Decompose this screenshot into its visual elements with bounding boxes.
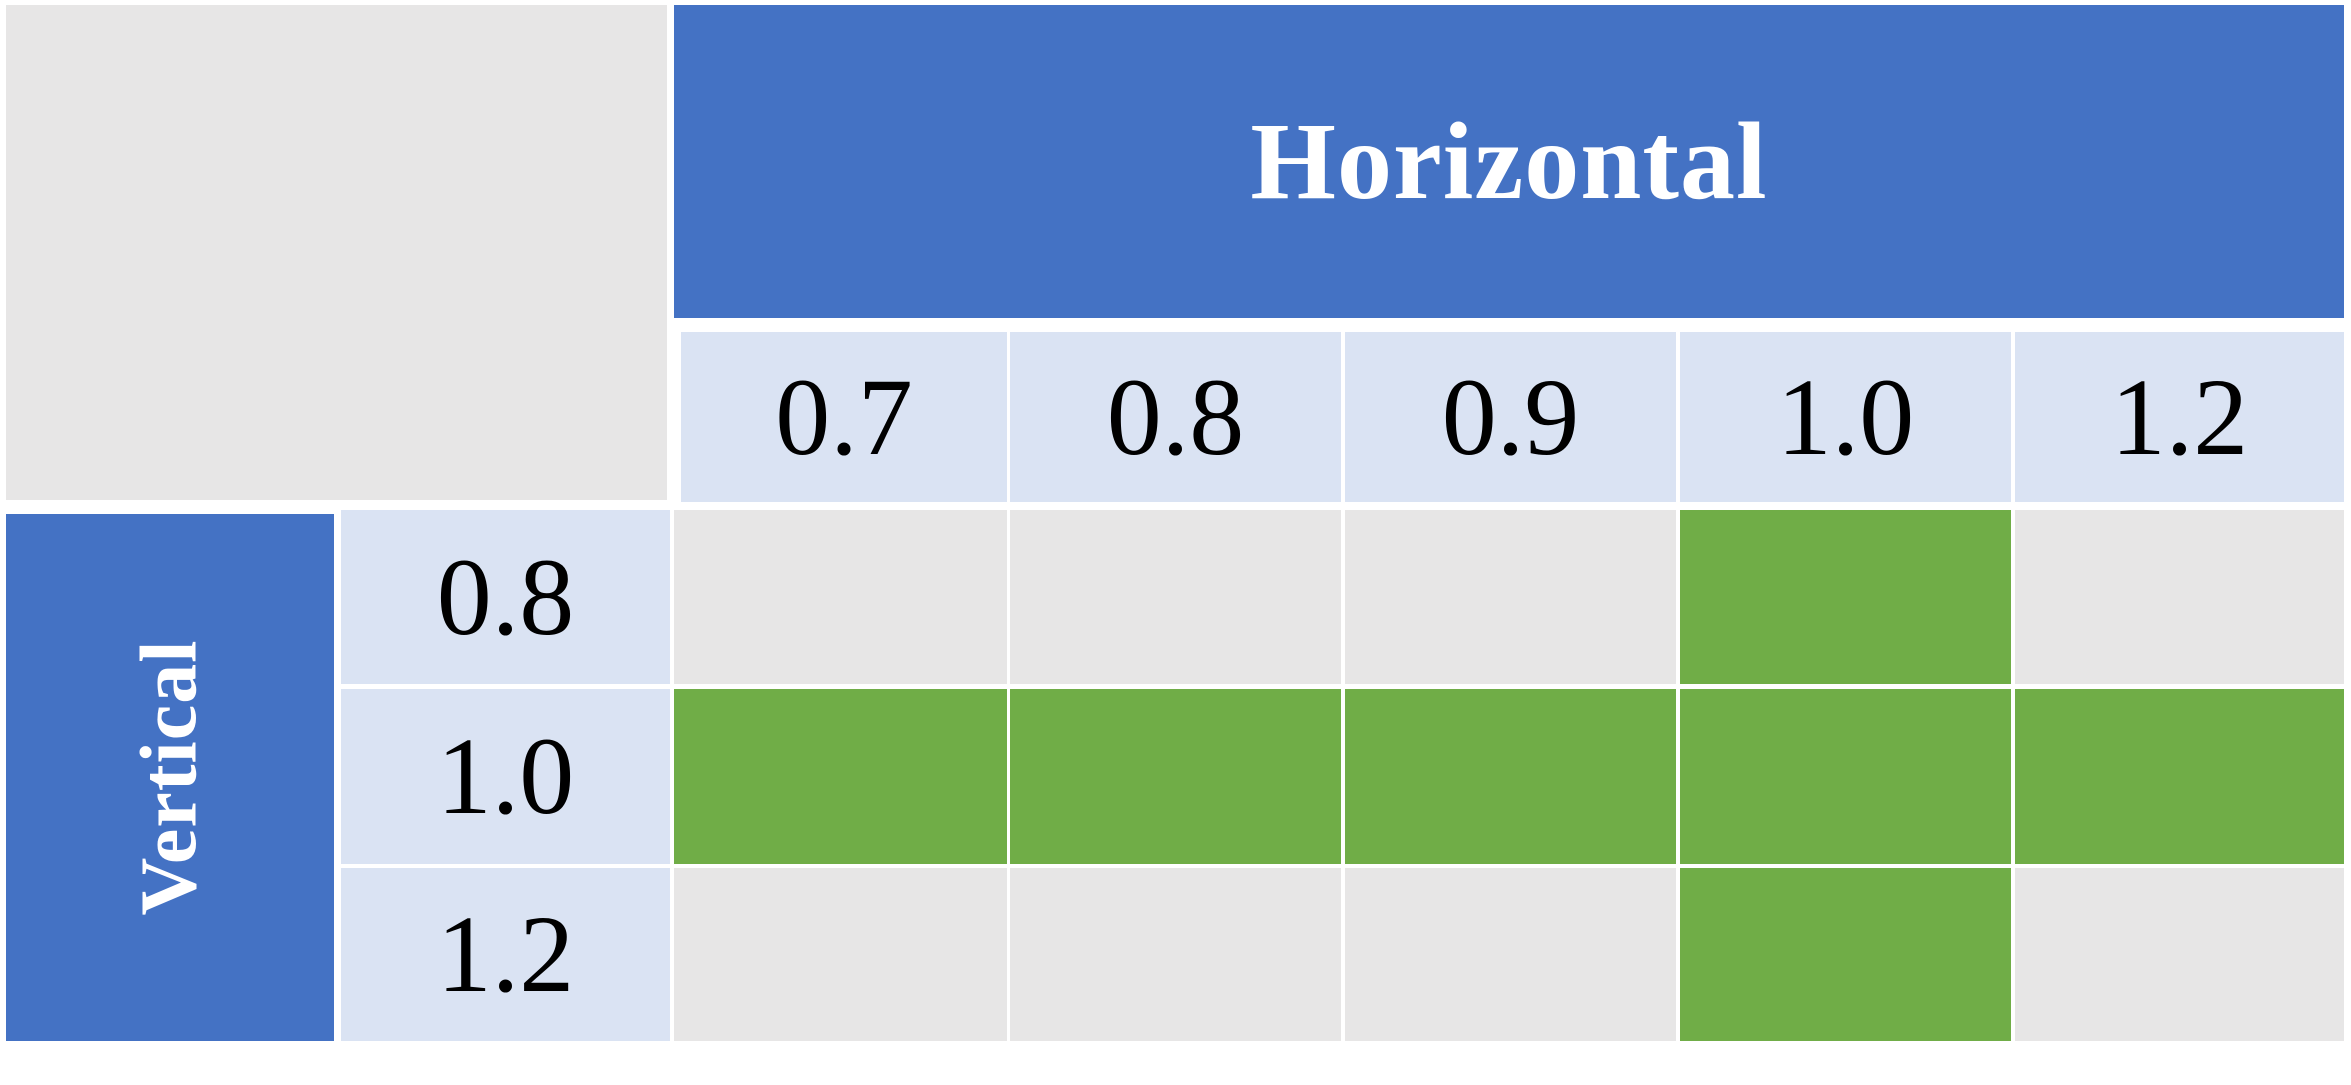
column-header: 0.9 — [1345, 332, 1676, 502]
grid-cell — [1680, 510, 2011, 684]
grid-cell — [1345, 689, 1676, 864]
column-header: 0.8 — [1010, 332, 1341, 502]
row-header: 0.8 — [341, 510, 670, 684]
grid-cell — [1010, 510, 1341, 684]
grid-cell — [2015, 689, 2344, 864]
column-header-label: 1.2 — [2110, 355, 2249, 478]
corner-cell — [6, 5, 667, 500]
grid-cell — [1680, 868, 2011, 1041]
column-header-label: 0.9 — [1441, 355, 1580, 478]
grid-cell — [1680, 689, 2011, 864]
column-header: 1.0 — [1680, 332, 2011, 502]
grid-cell — [674, 868, 1007, 1041]
grid-cell — [1010, 868, 1341, 1041]
column-header-label: 0.7 — [775, 355, 913, 478]
grid-cell — [1345, 510, 1676, 684]
grid-cell — [1010, 689, 1341, 864]
grid-cell — [674, 689, 1007, 864]
horizontal-header-label: Horizontal — [1250, 100, 1768, 222]
grid-cell — [674, 510, 1007, 684]
row-header-label: 1.2 — [436, 893, 575, 1015]
column-header-label: 0.8 — [1106, 355, 1245, 478]
row-header: 1.2 — [341, 868, 670, 1041]
grid-cell — [2015, 510, 2344, 684]
row-header-label: 0.8 — [436, 535, 575, 658]
row-header-label: 1.0 — [436, 715, 575, 837]
row-header: 1.0 — [341, 689, 670, 864]
column-header: 0.7 — [681, 332, 1007, 502]
vertical-header-label: Vertical — [125, 639, 214, 916]
grid-cell — [1345, 868, 1676, 1041]
column-header-label: 1.0 — [1776, 355, 1915, 478]
horizontal-header: Horizontal — [674, 5, 2344, 318]
vertical-header: Vertical — [6, 514, 334, 1041]
grid-cell — [2015, 868, 2344, 1041]
column-header: 1.2 — [2015, 332, 2344, 502]
